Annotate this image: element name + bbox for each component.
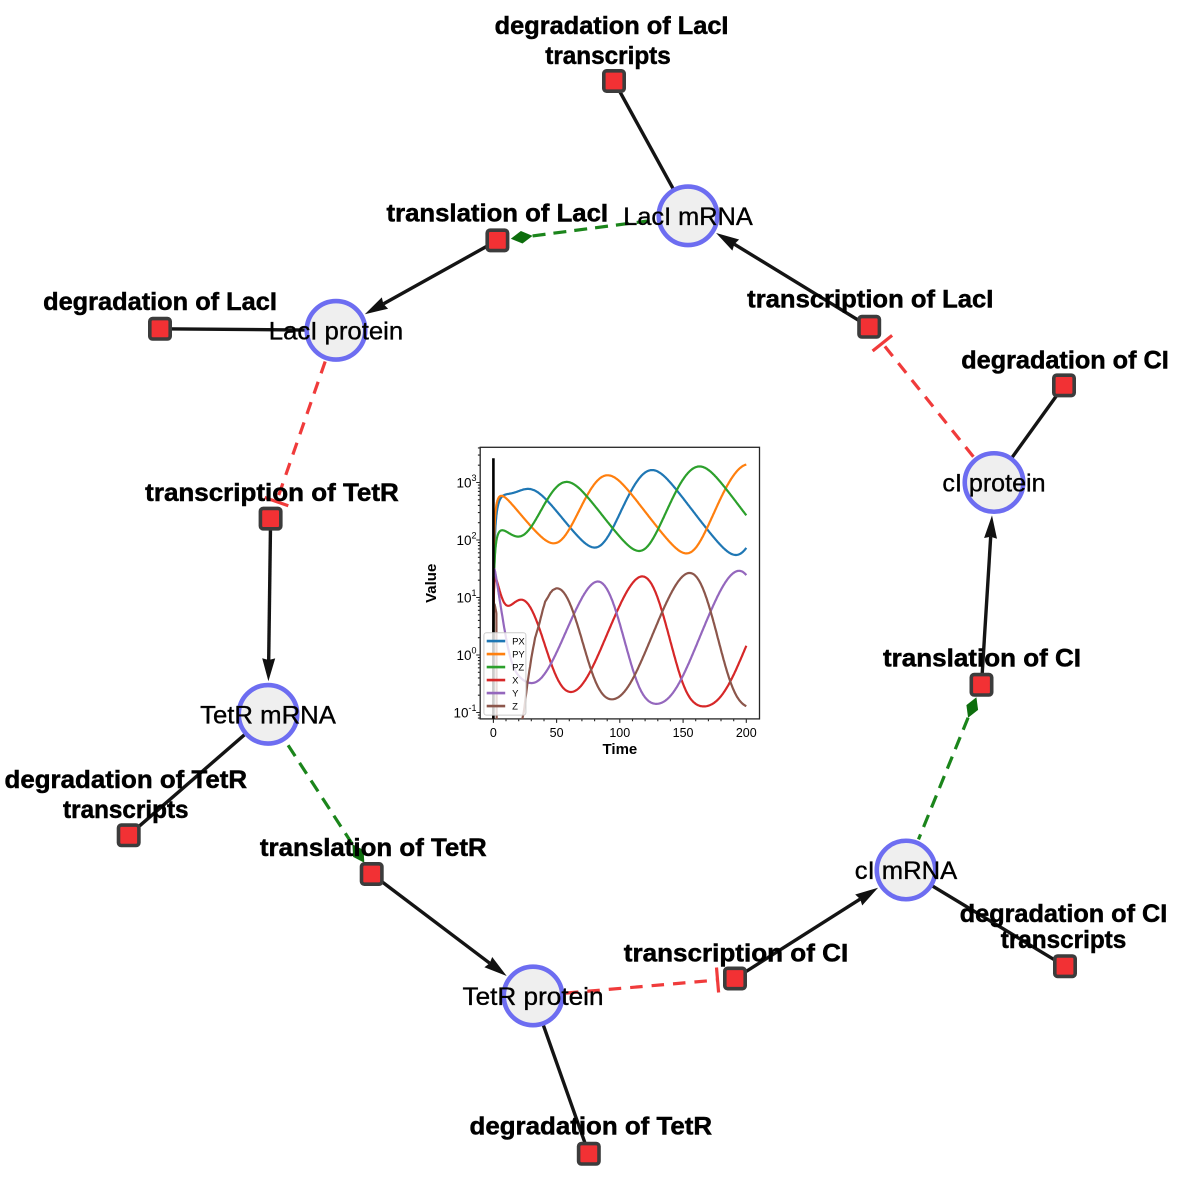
svg-text:translation of LacI: translation of LacI — [387, 200, 609, 228]
svg-text:transcripts: transcripts — [1001, 926, 1127, 954]
svg-text:Z: Z — [512, 702, 518, 713]
svg-text:200: 200 — [736, 726, 757, 740]
svg-text:103: 103 — [456, 473, 476, 490]
svg-text:LacI protein: LacI protein — [269, 317, 403, 345]
svg-text:degradation of LacI: degradation of LacI — [43, 288, 277, 316]
svg-text:cI protein: cI protein — [942, 470, 1045, 498]
svg-text:102: 102 — [456, 531, 476, 548]
svg-text:X: X — [512, 676, 519, 687]
svg-text:Y: Y — [512, 689, 519, 700]
svg-text:degradation of CI: degradation of CI — [961, 347, 1169, 375]
svg-text:TetR mRNA: TetR mRNA — [200, 701, 336, 729]
svg-text:transcripts: transcripts — [63, 796, 189, 824]
svg-text:LacI mRNA: LacI mRNA — [623, 203, 753, 231]
svg-text:Value: Value — [423, 564, 440, 603]
svg-text:100: 100 — [609, 726, 630, 740]
svg-text:translation of CI: translation of CI — [883, 645, 1081, 673]
svg-text:10-1: 10-1 — [453, 703, 476, 720]
svg-text:translation of TetR: translation of TetR — [260, 834, 487, 862]
svg-text:transcripts: transcripts — [545, 42, 671, 70]
svg-text:Time: Time — [603, 741, 638, 758]
svg-text:100: 100 — [456, 646, 476, 663]
svg-text:0: 0 — [490, 726, 497, 740]
svg-text:TetR protein: TetR protein — [463, 983, 604, 1011]
svg-text:degradation of LacI: degradation of LacI — [495, 12, 729, 40]
svg-text:PX: PX — [512, 637, 525, 648]
svg-text:50: 50 — [550, 726, 564, 740]
svg-text:PY: PY — [512, 650, 525, 661]
svg-text:transcription of CI: transcription of CI — [624, 940, 848, 968]
svg-text:transcription of TetR: transcription of TetR — [145, 479, 399, 507]
svg-text:degradation of TetR: degradation of TetR — [470, 1112, 713, 1140]
svg-text:transcription of LacI: transcription of LacI — [747, 286, 993, 314]
svg-text:cI mRNA: cI mRNA — [855, 857, 958, 885]
svg-text:101: 101 — [456, 588, 476, 605]
svg-text:degradation of CI: degradation of CI — [960, 900, 1168, 928]
svg-text:150: 150 — [673, 726, 694, 740]
svg-text:PZ: PZ — [512, 663, 524, 674]
svg-text:degradation of TetR: degradation of TetR — [5, 766, 247, 794]
